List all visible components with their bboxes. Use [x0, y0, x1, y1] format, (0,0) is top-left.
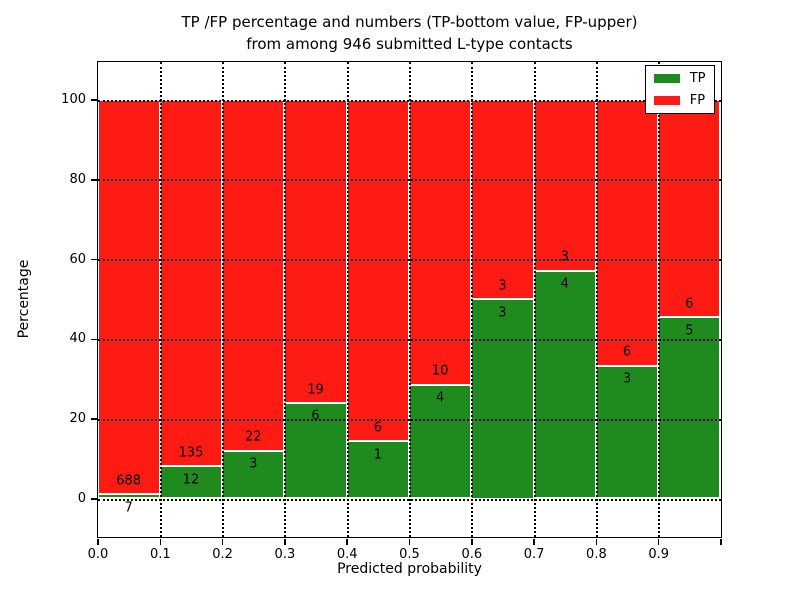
- fp-count-label: 6: [622, 344, 632, 360]
- fp-count-label: 688: [116, 473, 142, 489]
- fp-count-label: 19: [307, 382, 324, 398]
- bar-segment-fp: [409, 99, 472, 385]
- legend-item-fp: FP: [653, 92, 706, 108]
- vertical-gridline: [658, 61, 661, 537]
- x-tick-label: 0.3: [274, 546, 296, 562]
- bar-segment-fp: [222, 99, 285, 451]
- y-tick-mark: [90, 99, 97, 101]
- chart-title-line2: from among 946 submitted L-type contacts: [246, 35, 573, 53]
- vertical-gridline: [533, 61, 536, 537]
- tp-count-label: 4: [436, 390, 445, 406]
- fp-count-label: 10: [431, 363, 449, 379]
- x-tick-mark: [720, 538, 722, 545]
- bar-segment-fp: [471, 99, 534, 299]
- bar-segment-fp: [346, 99, 409, 442]
- tp-count-label: 3: [622, 371, 632, 387]
- legend-label-fp: FP: [689, 92, 706, 108]
- x-tick-mark: [595, 538, 598, 545]
- x-tick-label: 0.8: [586, 546, 607, 562]
- legend: TP FP: [644, 64, 715, 114]
- bar-segment-tp: [595, 365, 659, 499]
- x-tick-label: 0.4: [336, 546, 358, 562]
- tp-count-label: 4: [560, 276, 569, 292]
- fp-count-label: 135: [178, 445, 204, 461]
- legend-label-tp: TP: [689, 70, 706, 86]
- x-tick-label: 0.1: [149, 546, 171, 562]
- y-tick-mark: [90, 498, 97, 500]
- y-axis-label: Percentage: [16, 259, 32, 339]
- vertical-gridline: [222, 61, 225, 537]
- x-tick-mark: [346, 538, 348, 545]
- vertical-gridline: [471, 61, 474, 537]
- plot-area: TP FP 688 7 135 12 22 3 19 6 6 1 10 4 3 3 3 4 6 3 6 5: [96, 60, 722, 538]
- tp-count-label: 12: [182, 472, 200, 487]
- y-tick-mark: [90, 179, 97, 181]
- bar-segment-fp: [97, 99, 160, 495]
- y-tick-label: 100: [61, 92, 86, 107]
- fp-count-label: 3: [498, 278, 507, 294]
- x-tick-mark: [657, 538, 660, 545]
- vertical-gridline: [159, 61, 162, 537]
- x-axis-label: Predicted probability: [337, 561, 482, 577]
- bar-segment-tp: [346, 441, 409, 499]
- chart-title-line1: TP /FP percentage and numbers (TP-bottom…: [181, 13, 638, 31]
- bar-segment-tp: [471, 299, 534, 499]
- x-tick-mark: [97, 538, 99, 545]
- bar-segment-tp: [159, 465, 223, 499]
- y-tick-label: 0: [77, 491, 86, 506]
- tp-count-label: 5: [685, 323, 694, 339]
- x-tick-label: 0.0: [87, 546, 109, 562]
- bar-segment-fp: [284, 99, 347, 403]
- bar-segment-fp: [658, 99, 721, 318]
- vertical-gridline: [409, 61, 411, 537]
- bar-segment-fp: [159, 99, 223, 466]
- legend-item-tp: TP: [653, 70, 706, 86]
- x-tick-label: 0.5: [399, 546, 420, 562]
- x-tick-label: 0.2: [212, 546, 233, 562]
- x-tick-mark: [159, 538, 162, 545]
- x-tick-mark: [471, 538, 473, 545]
- tp-count-label: 6: [311, 408, 320, 424]
- x-tick-mark: [533, 538, 535, 545]
- tp-count-label: 3: [249, 456, 258, 472]
- fp-count-label: 6: [685, 296, 694, 312]
- vertical-gridline: [284, 61, 287, 537]
- y-tick-mark: [90, 418, 97, 420]
- chart-title: TP /FP percentage and numbers (TP-bottom…: [96, 11, 723, 55]
- bar-segment-fp: [595, 99, 659, 366]
- fp-count-label: 3: [560, 249, 569, 265]
- bar-segment-tp: [533, 270, 596, 499]
- vertical-gridline: [595, 61, 598, 537]
- tp-swatch-icon: [653, 73, 680, 83]
- tp-count-label: 7: [124, 500, 133, 516]
- fp-count-label: 22: [244, 429, 262, 445]
- bar-segment-tp: [97, 494, 160, 499]
- vertical-gridline: [346, 61, 349, 537]
- y-tick-label: 60: [69, 251, 86, 267]
- fp-count-label: 6: [373, 420, 382, 436]
- fp-swatch-icon: [653, 95, 680, 105]
- x-tick-label: 0.6: [461, 546, 483, 562]
- bar-segment-tp: [658, 317, 721, 499]
- tp-count-label: 3: [498, 305, 507, 321]
- x-tick-mark: [408, 538, 411, 545]
- x-tick-label: 0.7: [523, 546, 545, 562]
- x-tick-mark: [221, 538, 224, 545]
- x-tick-mark: [284, 538, 286, 545]
- y-tick-label: 20: [69, 411, 86, 427]
- y-tick-mark: [90, 338, 97, 341]
- y-tick-label: 40: [69, 331, 86, 347]
- y-tick-label: 80: [69, 171, 86, 187]
- x-tick-label: 0.9: [648, 546, 670, 562]
- tp-count-label: 1: [373, 447, 382, 463]
- y-tick-mark: [90, 258, 97, 261]
- bar-segment-fp: [533, 99, 596, 271]
